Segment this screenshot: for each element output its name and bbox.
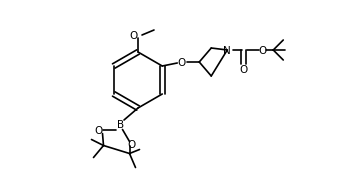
Text: O: O bbox=[177, 58, 186, 68]
Text: O: O bbox=[94, 127, 103, 137]
Text: N: N bbox=[224, 46, 231, 56]
Text: O: O bbox=[127, 140, 136, 150]
Text: O: O bbox=[239, 65, 247, 75]
Text: O: O bbox=[259, 46, 267, 56]
Text: O: O bbox=[130, 31, 138, 41]
Text: B: B bbox=[117, 119, 124, 130]
